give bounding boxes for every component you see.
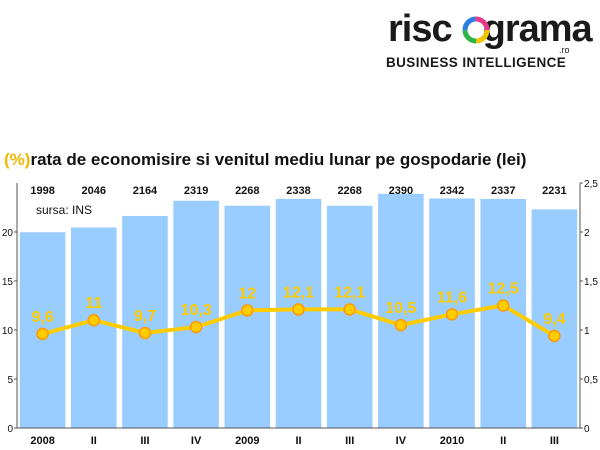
rate-point-2 (138, 326, 152, 340)
logo-tagline: BUSINESS INTELLIGENCE (386, 55, 567, 70)
bar-3 (173, 200, 219, 428)
rate-point-5 (292, 303, 305, 316)
bars-layer (19, 193, 578, 428)
left-tick-label-3: 15 (2, 277, 14, 288)
chart-title: (%)rata de economisire si venitul mediu … (4, 150, 526, 170)
rate-point-9 (496, 299, 510, 312)
bar-value-label-5: 2338 (286, 185, 310, 197)
right-tick-label-2: 1 (584, 326, 590, 337)
bar-2 (122, 215, 168, 428)
line-layer (36, 299, 561, 343)
x-tick-label-1: II (91, 435, 97, 447)
axes-layer: 0 5 10 15 20 0 0,5 1 1,5 2 2,5 (2, 179, 598, 435)
bar-10 (531, 209, 578, 428)
x-tick-label-9: II (500, 435, 506, 447)
x-tick-label-2: III (140, 435, 149, 447)
x-tick-label-3: IV (191, 435, 202, 447)
rate-value-label-9: 12,5 (488, 281, 519, 298)
rate-value-label-6: 12,1 (334, 284, 365, 301)
rate-point-7 (394, 318, 408, 332)
right-tick-label-5: 2,5 (584, 179, 598, 190)
source-note: sursa: INS (36, 203, 92, 217)
x-tick-label-5: II (295, 435, 301, 447)
rate-value-label-8: 11,6 (437, 289, 467, 306)
bar-value-label-0: 1998 (30, 185, 54, 197)
bar-7 (378, 193, 424, 428)
x-tick-label-7: IV (396, 435, 407, 447)
rate-value-label-4: 12 (238, 285, 256, 302)
right-tick-label-4: 2 (584, 228, 590, 239)
left-tick-label-2: 10 (2, 326, 14, 337)
logo-ring-icon (462, 16, 490, 44)
rate-value-label-0: 9,6 (31, 309, 53, 326)
rate-value-label-5: 12,1 (283, 284, 314, 301)
bar-1 (70, 227, 117, 428)
bar-value-label-4: 2268 (235, 185, 259, 197)
rate-point-0 (36, 327, 49, 341)
bar-value-label-6: 2268 (337, 185, 361, 197)
x-tick-label-10: III (550, 435, 559, 447)
right-tick-label-0: 0 (584, 424, 590, 435)
x-tick-label-4: 2009 (235, 435, 259, 447)
bar-value-label-9: 2337 (491, 185, 515, 197)
left-tick-label-0: 0 (7, 424, 13, 435)
bar-value-label-3: 2319 (184, 185, 208, 197)
x-tick-label-8: 2010 (440, 435, 464, 447)
chart-title-unit: (%) (4, 150, 31, 169)
bar-value-label-2: 2164 (133, 185, 158, 197)
rate-point-10 (548, 329, 561, 343)
left-tick-label-1: 5 (7, 375, 13, 386)
rate-point-1 (87, 313, 101, 327)
rate-value-label-10: 9,4 (543, 311, 565, 328)
bar-6 (326, 205, 373, 428)
bar-value-label-10: 2231 (542, 185, 566, 197)
x-tick-label-6: III (345, 435, 354, 447)
right-tick-label-1: 0,5 (584, 375, 598, 386)
riscograma-logo: risc grama .ro BUSINESS INTELLIGENCE (386, 8, 593, 72)
left-tick-label-4: 20 (2, 228, 14, 239)
rate-value-label-7: 10,5 (385, 300, 416, 317)
rate-point-6 (343, 303, 356, 316)
bar-value-label-7: 2390 (389, 185, 413, 197)
rate-point-4 (241, 304, 254, 317)
logo-wordmark: risc grama (388, 8, 593, 50)
right-tick-label-3: 1,5 (584, 277, 598, 288)
x-tick-label-0: 2008 (30, 435, 54, 447)
rate-value-label-2: 9,7 (134, 308, 156, 325)
bar-value-label-8: 2342 (440, 185, 464, 197)
rate-point-8 (445, 308, 459, 321)
labels-layer: 1998 2008 2046 II 2164 III 2319 IV 2268 2009 2338 I… (30, 185, 566, 447)
chart-title-text: rata de economisire si venitul mediu lun… (30, 150, 527, 169)
rate-value-label-1: 11 (85, 295, 102, 312)
logo-domain: .ro (559, 45, 570, 55)
rate-value-label-3: 10,3 (181, 302, 212, 319)
rate-point-3 (189, 320, 203, 334)
bar-value-label-1: 2046 (82, 185, 106, 197)
